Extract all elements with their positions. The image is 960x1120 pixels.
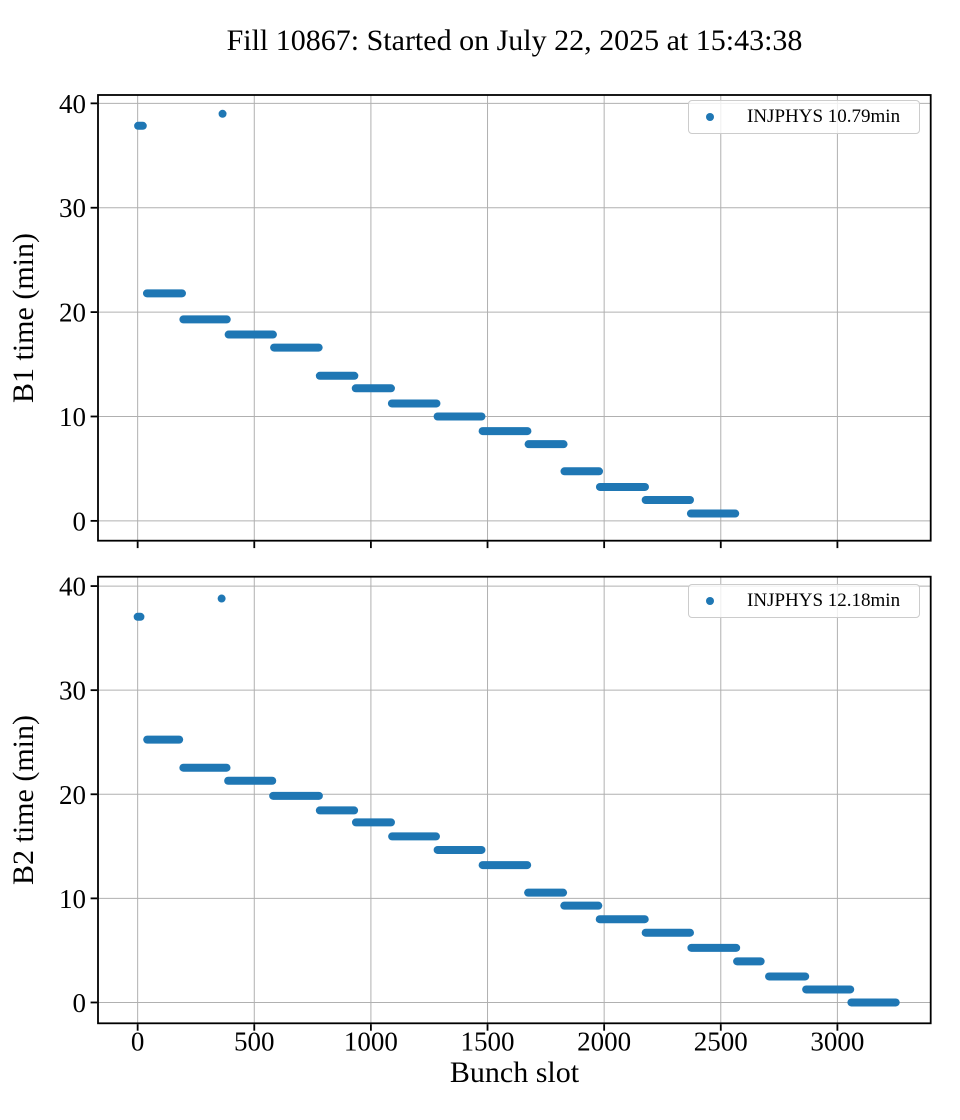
y-tick-label: 10 <box>59 402 86 432</box>
x-tick-label: 1500 <box>461 1026 515 1056</box>
x-tick-label: 0 <box>131 1026 145 1056</box>
scatter-point <box>218 109 227 118</box>
y-tick-label: 30 <box>59 676 86 706</box>
y-tick-label: 20 <box>59 780 86 810</box>
y-tick-label: 10 <box>59 884 86 914</box>
y-axis-label-b1: B1 time (min) <box>7 233 40 403</box>
legend-marker-icon <box>706 597 714 605</box>
y-tick-label: 0 <box>73 988 87 1018</box>
x-tick-label: 3000 <box>810 1026 864 1056</box>
plot-border <box>97 94 932 542</box>
legend-label: INJPHYS 12.18min <box>747 590 901 611</box>
y-tick-label: 40 <box>59 89 86 119</box>
legend-marker-icon <box>706 113 714 121</box>
x-tick-label: 500 <box>234 1026 275 1056</box>
y-tick-label: 40 <box>59 572 86 602</box>
y-tick-label: 30 <box>59 193 86 223</box>
y-tick-label: 0 <box>73 506 87 536</box>
x-tick-label: 1000 <box>344 1026 398 1056</box>
x-tick-label: 2500 <box>694 1026 748 1056</box>
x-tick-label: 2000 <box>577 1026 631 1056</box>
y-tick-label: 20 <box>59 298 86 328</box>
x-axis-label: Bunch slot <box>449 1056 580 1089</box>
legend-label: INJPHYS 10.79min <box>747 106 901 127</box>
figure-title: Fill 10867: Started on July 22, 2025 at … <box>226 24 803 57</box>
scatter-point <box>217 594 226 603</box>
legend-b1: INJPHYS 10.79min <box>688 100 920 134</box>
legend-b2: INJPHYS 12.18min <box>688 584 920 618</box>
plot-border <box>97 575 932 1025</box>
y-axis-label-b2: B2 time (min) <box>7 715 40 885</box>
